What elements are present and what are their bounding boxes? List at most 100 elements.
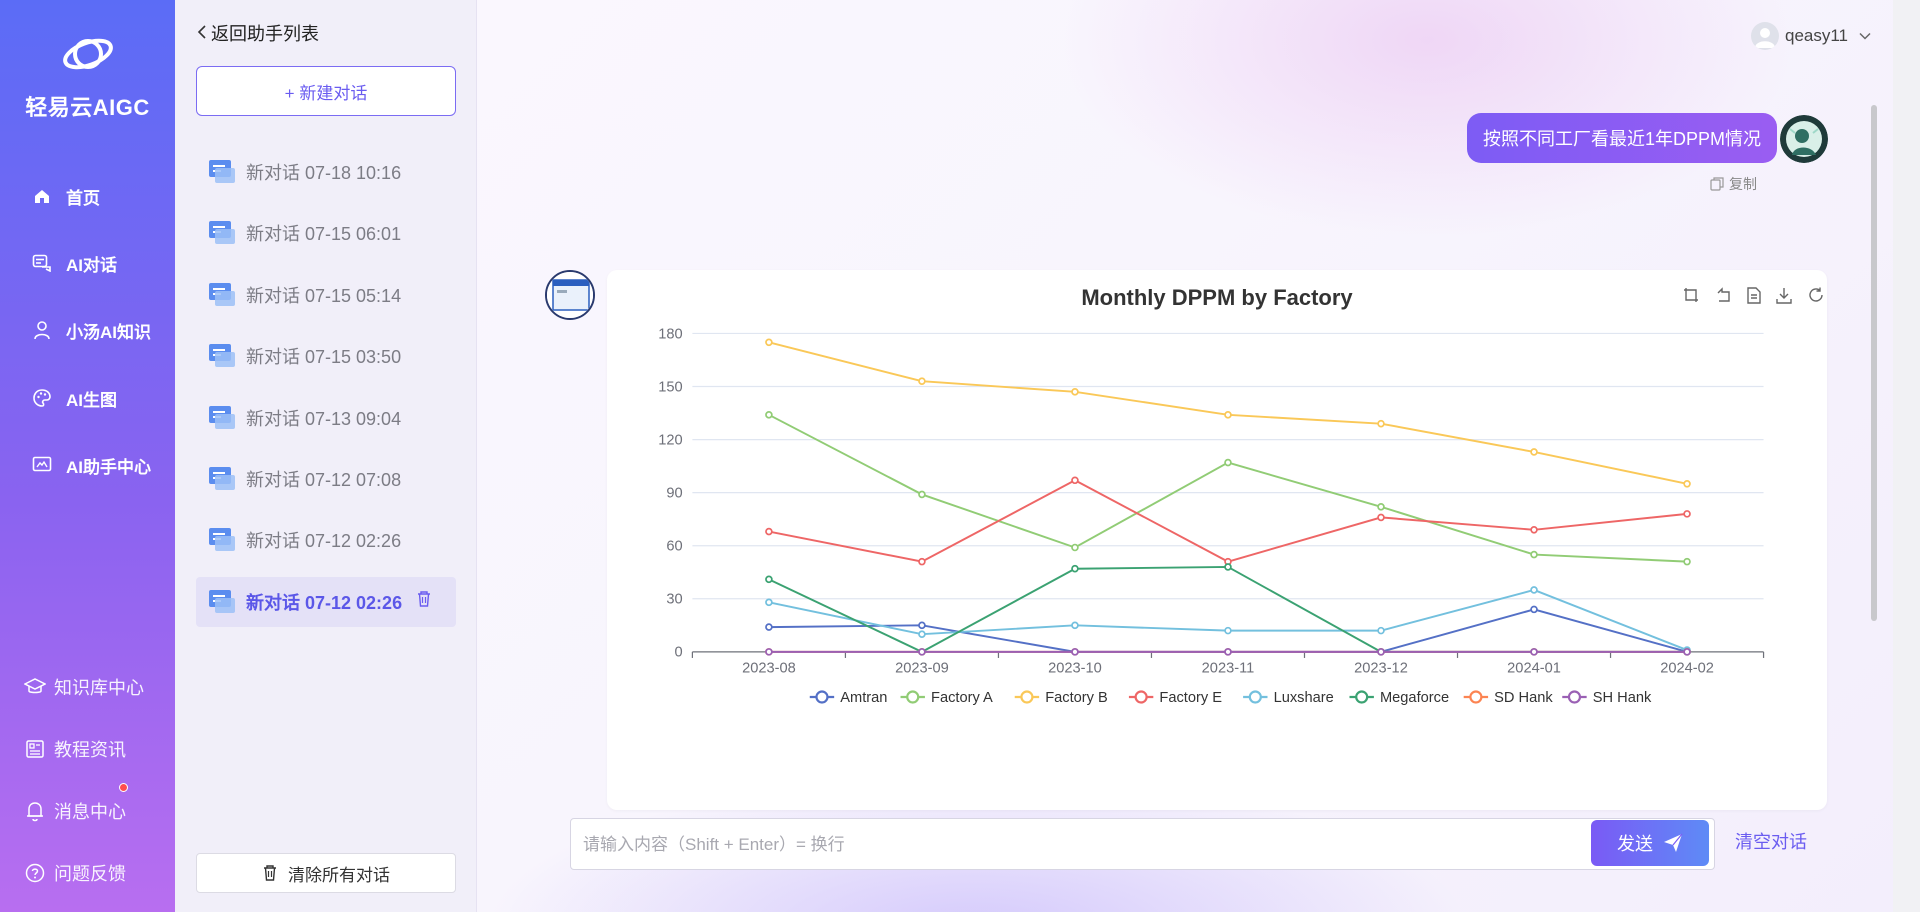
nav-item-messages[interactable]: 消息中心 [24, 797, 126, 825]
data-point[interactable] [1071, 543, 1079, 552]
data-point[interactable] [1530, 586, 1538, 594]
nav-item-label: AI助手中心 [66, 457, 151, 477]
conversation-item[interactable]: 新对话 07-15 05:14 [196, 270, 456, 320]
legend-item[interactable]: Amtran [809, 690, 888, 706]
data-point[interactable] [918, 377, 926, 385]
legend-item[interactable]: SH Hank [1562, 690, 1652, 706]
nav-item-home[interactable]: 首页 [32, 182, 100, 210]
user-menu[interactable]: qeasy11 [1751, 22, 1872, 50]
x-tick-label: 2023-08 [742, 661, 796, 677]
conversation-item[interactable]: 新对话 07-15 03:50 [196, 331, 456, 381]
clear-all-label: 清除所有对话 [288, 865, 390, 885]
data-point[interactable] [1377, 419, 1385, 428]
legend-item[interactable]: SD Hank [1463, 690, 1554, 706]
undo-icon[interactable] [1717, 287, 1730, 302]
conversation-item[interactable]: 新对话 07-15 06:01 [196, 208, 456, 258]
scrollbar-track[interactable] [1893, 0, 1920, 912]
conversation-item[interactable]: 新对话 07-12 02:26 [196, 515, 456, 565]
clear-all-conversations-button[interactable]: 清除所有对话 [196, 853, 456, 893]
person-icon [32, 320, 52, 340]
conversation-item[interactable]: 新对话 07-12 07:08 [196, 454, 456, 504]
data-point[interactable] [1224, 626, 1232, 635]
data-point[interactable] [1683, 648, 1691, 656]
conversation-item[interactable]: 新对话 07-13 09:04 [196, 393, 456, 443]
data-point[interactable] [1071, 621, 1079, 630]
logo[interactable]: 轻易云AIGC [0, 30, 175, 122]
conversation-item[interactable]: 新对话 07-12 02:26 [196, 577, 456, 627]
data-point[interactable] [1530, 605, 1538, 614]
legend-marker [1355, 690, 1369, 704]
nav-item-label: 小汤AI知识 [66, 322, 151, 342]
data-point[interactable] [1530, 448, 1538, 456]
nav-item-assistant-center[interactable]: AI助手中心 [32, 451, 151, 479]
data-point[interactable] [765, 575, 773, 584]
send-button[interactable]: 发送 [1591, 820, 1709, 866]
data-point[interactable] [1683, 557, 1691, 566]
data-point[interactable] [1530, 526, 1538, 534]
nav-item-ai-chat[interactable]: AI对话 [32, 249, 117, 277]
data-point[interactable] [1377, 626, 1385, 635]
data-point[interactable] [1071, 476, 1079, 485]
data-point[interactable] [1224, 411, 1232, 419]
data-point[interactable] [765, 623, 773, 631]
y-tick-label: 60 [666, 539, 682, 555]
legend-item[interactable]: Luxshare [1243, 690, 1334, 706]
main-nav: 轻易云AIGC 首页 AI对话 小汤AI知识 AI生图 AI助手中心 知 [0, 0, 175, 912]
y-tick-label: 0 [674, 645, 682, 661]
data-point[interactable] [1530, 648, 1538, 656]
x-tick-label: 2024-01 [1507, 661, 1561, 677]
data-point[interactable] [1377, 503, 1385, 511]
new-chat-button[interactable]: + 新建对话 [196, 66, 456, 116]
data-point[interactable] [1224, 563, 1232, 571]
legend-item[interactable]: Factory E [1128, 690, 1222, 706]
legend-marker [815, 690, 829, 704]
data-point[interactable] [1683, 480, 1691, 488]
nav-item-knowledge[interactable]: 小汤AI知识 [32, 316, 151, 344]
clear-conversation-button[interactable]: 清空对话 [1735, 832, 1807, 852]
data-point[interactable] [765, 338, 773, 347]
chart-series [765, 338, 1691, 656]
download-icon[interactable] [1776, 288, 1792, 304]
chat-bubble-icon [208, 282, 236, 308]
back-to-assistants-link[interactable]: 返回助手列表 [197, 20, 319, 46]
conversation-label: 新对话 07-15 03:50 [246, 347, 402, 367]
nav-item-tutorials[interactable]: 教程资讯 [24, 735, 126, 763]
legend-marker [1248, 690, 1262, 704]
data-point[interactable] [918, 557, 926, 566]
data-point[interactable] [765, 411, 773, 419]
data-point[interactable] [918, 630, 926, 638]
data-point[interactable] [1071, 648, 1079, 656]
data-point[interactable] [1224, 458, 1232, 467]
data-point[interactable] [1530, 550, 1538, 559]
data-point[interactable] [918, 621, 926, 630]
refresh-icon[interactable] [1809, 287, 1823, 302]
data-point[interactable] [1377, 513, 1385, 522]
data-view-icon[interactable] [1747, 287, 1761, 304]
data-point[interactable] [918, 648, 926, 656]
message-input[interactable] [583, 829, 1543, 861]
conversation-item[interactable]: 新对话 07-18 10:16 [196, 147, 456, 197]
legend-item[interactable]: Megaforce [1349, 690, 1449, 706]
data-point[interactable] [918, 490, 926, 499]
delete-icon[interactable] [416, 590, 436, 612]
scrollbar-thumb[interactable] [1871, 105, 1877, 621]
data-point[interactable] [765, 598, 773, 607]
y-tick-label: 150 [658, 379, 682, 395]
nav-item-label: AI生图 [66, 390, 117, 410]
data-point[interactable] [765, 648, 773, 656]
dppm-line-chart: Monthly DPPM by Factory 2023-08 2023-09 20… [658, 285, 1823, 706]
nav-item-feedback[interactable]: 问题反馈 [24, 859, 126, 887]
legend-label: SD Hank [1494, 690, 1553, 706]
data-point[interactable] [765, 527, 773, 536]
legend-item[interactable]: Factory A [900, 690, 994, 706]
nav-item-ai-image[interactable]: AI生图 [32, 384, 117, 412]
data-point[interactable] [1377, 648, 1385, 656]
legend-item[interactable]: Factory B [1014, 690, 1108, 706]
crop-icon[interactable] [1684, 288, 1698, 302]
data-point[interactable] [1683, 510, 1691, 518]
data-point[interactable] [1224, 648, 1232, 656]
data-point[interactable] [1071, 388, 1079, 396]
copy-button[interactable]: 复制 [1709, 174, 1757, 194]
data-point[interactable] [1071, 564, 1079, 573]
nav-item-knowledge-base[interactable]: 知识库中心 [24, 673, 144, 701]
